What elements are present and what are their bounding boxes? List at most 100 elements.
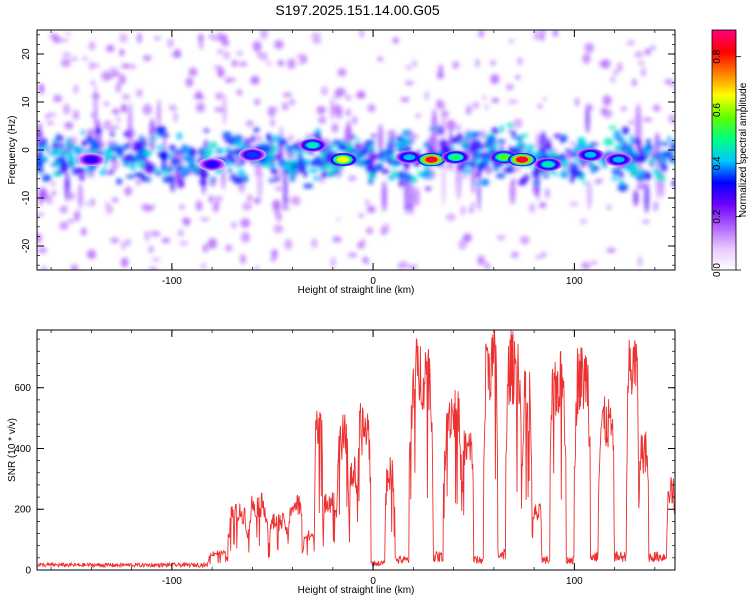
heatmap-cell [511, 135, 521, 140]
heatmap-cell [401, 129, 413, 137]
heatmap-cell [546, 145, 553, 152]
heatmap-cell [657, 155, 662, 160]
heatmap-cell [173, 111, 178, 123]
heatmap-cell [484, 166, 492, 175]
heatmap-cell [380, 168, 391, 174]
heatmap-cell [287, 58, 296, 70]
heatmap-cell [670, 139, 675, 144]
heatmap-cell [552, 30, 559, 37]
heatmap-cell [110, 237, 119, 244]
y-tick-label: 0 [25, 566, 31, 577]
heatmap-cell [120, 240, 126, 251]
snr-series-line [37, 330, 675, 569]
heatmap-cell [432, 132, 438, 152]
heatmap-cell [225, 154, 235, 162]
heatmap-cell [610, 177, 620, 181]
heatmap-cell [606, 205, 612, 210]
heatmap-cell [574, 157, 582, 163]
heatmap-cell [69, 192, 75, 201]
heatmap-cell [177, 229, 184, 237]
heatmap-cell [108, 142, 120, 147]
heatmap-cell [281, 102, 289, 111]
heatmap-cell [242, 174, 249, 184]
heatmap-cell [90, 63, 101, 68]
heatmap-cell [200, 168, 205, 175]
heatmap-cell [51, 181, 56, 187]
heatmap-cell [380, 227, 387, 236]
heatmap-cell [108, 67, 119, 72]
heatmap-cell [456, 132, 464, 142]
heatmap-cell [574, 169, 583, 177]
x-tick-label: 100 [566, 276, 583, 287]
heatmap-cell [68, 158, 74, 163]
heatmap-cell [198, 41, 204, 50]
heatmap-cell [41, 138, 48, 146]
heatmap-cell [416, 171, 425, 176]
heatmap-cell [361, 159, 372, 166]
heatmap-cell [469, 145, 478, 154]
heatmap-cell [78, 167, 87, 174]
heatmap-cell [252, 40, 262, 52]
heatmap-cell [174, 166, 184, 171]
heatmap-cell [633, 189, 639, 207]
heatmap-cell [106, 44, 115, 53]
heatmap-cell [460, 205, 466, 216]
heatmap-cell [67, 219, 75, 223]
heatmap-cell [560, 170, 569, 179]
heatmap-cell [288, 146, 293, 153]
heatmap-cell [228, 176, 236, 180]
heatmap-cell [553, 171, 558, 177]
heatmap-cell [423, 141, 431, 149]
heatmap-cell [621, 106, 627, 112]
heatmap-cell [533, 30, 540, 41]
heatmap-peak [497, 154, 510, 161]
heatmap-cell [84, 201, 91, 206]
heatmap-cell [404, 81, 415, 86]
heatmap-cell [644, 48, 652, 56]
heatmap-cell [608, 125, 617, 130]
heatmap-cell [133, 172, 145, 178]
heatmap-cell [602, 95, 612, 106]
heatmap-cell [230, 173, 237, 177]
heatmap-cell [64, 171, 70, 202]
heatmap-cell [111, 197, 119, 203]
y-tick-label: 20 [21, 48, 32, 60]
heatmap-cell [146, 176, 151, 183]
heatmap-cell [275, 185, 283, 192]
heatmap-cell [465, 104, 472, 116]
heatmap-cell [346, 141, 353, 151]
heatmap-cell [135, 179, 141, 186]
heatmap-cell [111, 108, 120, 115]
heatmap-cell [41, 174, 52, 182]
heatmap-cell [517, 57, 523, 65]
heatmap-cell [474, 182, 481, 186]
heatmap-cell [115, 178, 123, 185]
heatmap-cell [529, 202, 536, 214]
heatmap-cell [240, 253, 246, 265]
heatmap-cell [64, 154, 73, 159]
heatmap-cell [54, 161, 62, 166]
heatmap-cell [137, 161, 145, 168]
heatmap-cell [186, 170, 192, 175]
heatmap-cell [37, 132, 42, 137]
x-tick-label: 0 [370, 276, 376, 287]
heatmap-cell [317, 161, 326, 168]
heatmap-cell [385, 147, 395, 156]
heatmap-cell [634, 137, 639, 145]
heatmap-cell [578, 137, 585, 144]
heatmap-cell [119, 48, 125, 57]
heatmap-cell [671, 180, 675, 187]
heatmap-cell [525, 148, 533, 156]
heatmap-cell [157, 151, 167, 158]
heatmap-cell [99, 169, 105, 176]
heatmap-cell [227, 167, 233, 173]
heatmap-cell [112, 71, 121, 77]
heatmap-cell [62, 52, 72, 57]
heatmap-cell [136, 88, 143, 98]
heatmap-cell [70, 57, 79, 61]
heatmap-cell [671, 84, 675, 90]
heatmap-cell [526, 144, 537, 149]
heatmap-cell [223, 93, 227, 126]
heatmap-cell [188, 67, 198, 77]
